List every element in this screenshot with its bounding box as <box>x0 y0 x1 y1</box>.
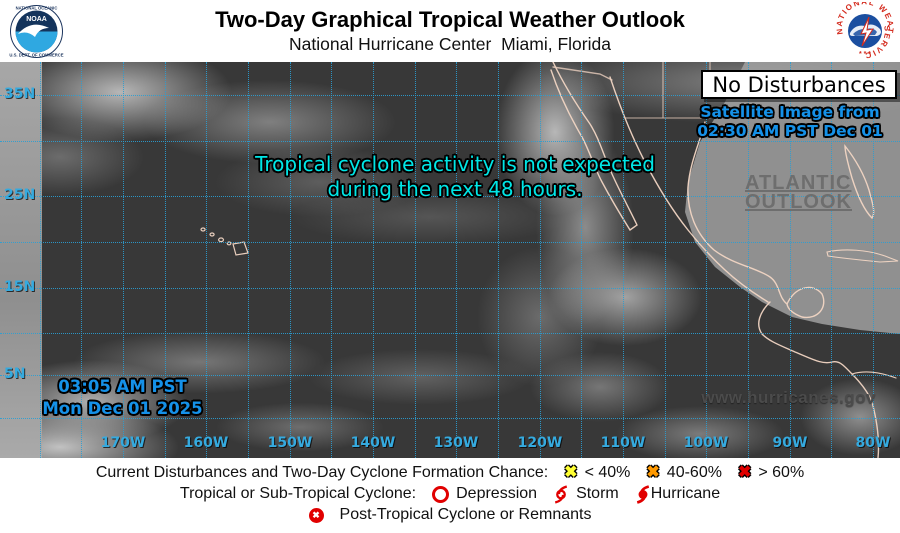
legend: Current Disturbances and Two-Day Cyclone… <box>0 458 900 533</box>
storm-icon <box>553 484 569 504</box>
atlantic-outlook-link[interactable]: ATLANTIC OUTLOOK <box>745 172 852 213</box>
atlantic-outlook-line1: ATLANTIC <box>745 172 852 194</box>
chance-medium-label: 40-60% <box>666 464 722 481</box>
header: NATIONAL OCEANIC U.S. DEPT. OF COMMERCE … <box>0 0 900 62</box>
atlantic-mask <box>685 62 900 334</box>
svg-text:NATIONAL OCEANIC: NATIONAL OCEANIC <box>16 6 58 11</box>
x-mark-icon-low: ✖ <box>564 464 578 481</box>
satellite-caption: Satellite Image from 02:30 AM PST Dec 01 <box>690 103 890 141</box>
legend-row-post-tropical: ✖ Post-Tropical Cyclone or Remnants <box>0 505 900 525</box>
nws-logo: NATIONAL WEATHER SERVICE * * * <box>831 0 895 65</box>
outlook-message-line1: Tropical cyclone activity is not expecte… <box>255 152 655 176</box>
x-mark-icon-medium: ✖ <box>646 464 660 481</box>
atlantic-outlook-line2: OUTLOOK <box>745 191 852 213</box>
legend-row-formation-chance: Current Disturbances and Two-Day Cyclone… <box>0 463 900 483</box>
depression-icon <box>432 485 450 503</box>
post-tropical-icon: ✖ <box>308 507 324 523</box>
storm-label: Storm <box>576 485 619 502</box>
satellite-map: 35N 25N 15N 5N 170W 160W 150W 140W 130W 120W 110W 1… <box>0 62 900 458</box>
timestamp-line2: Mon Dec 01 2025 <box>42 399 203 418</box>
svg-text:NOAA: NOAA <box>26 16 47 23</box>
status-box: No Disturbances <box>701 70 897 99</box>
x-mark-icon-high: ✖ <box>737 464 752 481</box>
svg-text:* * *: * * * <box>859 51 871 58</box>
formation-chance-label: Current Disturbances and Two-Day Cyclone… <box>95 464 549 481</box>
cyclone-type-label: Tropical or Sub-Tropical Cyclone: <box>179 485 417 502</box>
svg-text:U.S. DEPT. OF COMMERCE: U.S. DEPT. OF COMMERCE <box>9 53 63 58</box>
page-title: Two-Day Graphical Tropical Weather Outlo… <box>215 7 685 32</box>
outlook-message-line2: during the next 48 hours. <box>327 177 583 201</box>
satellite-caption-line1: Satellite Image from <box>700 103 880 121</box>
hurricane-icon <box>635 484 651 504</box>
legend-row-cyclone-types: Tropical or Sub-Tropical Cyclone: Depres… <box>0 484 900 504</box>
depression-label: Depression <box>456 485 538 502</box>
outlook-message: Tropical cyclone activity is not expecte… <box>105 152 805 202</box>
satellite-caption-line2: 02:30 AM PST Dec 01 <box>697 122 883 140</box>
website-link[interactable]: www.hurricanes.gov <box>701 388 876 407</box>
timestamp-line1: 03:05 AM PST <box>58 377 187 396</box>
chance-high-label: > 60% <box>758 464 805 481</box>
image-edge-strip <box>0 62 42 458</box>
hurricane-label: Hurricane <box>650 485 721 502</box>
page-subtitle: National Hurricane Center Miami, Florida <box>289 34 611 54</box>
post-tropical-label: Post-Tropical Cyclone or Remnants <box>339 506 592 523</box>
issuance-timestamp: 03:05 AM PST Mon Dec 01 2025 <box>30 376 215 420</box>
noaa-logo: NATIONAL OCEANIC U.S. DEPT. OF COMMERCE … <box>9 4 64 64</box>
chance-low-label: < 40% <box>584 464 631 481</box>
